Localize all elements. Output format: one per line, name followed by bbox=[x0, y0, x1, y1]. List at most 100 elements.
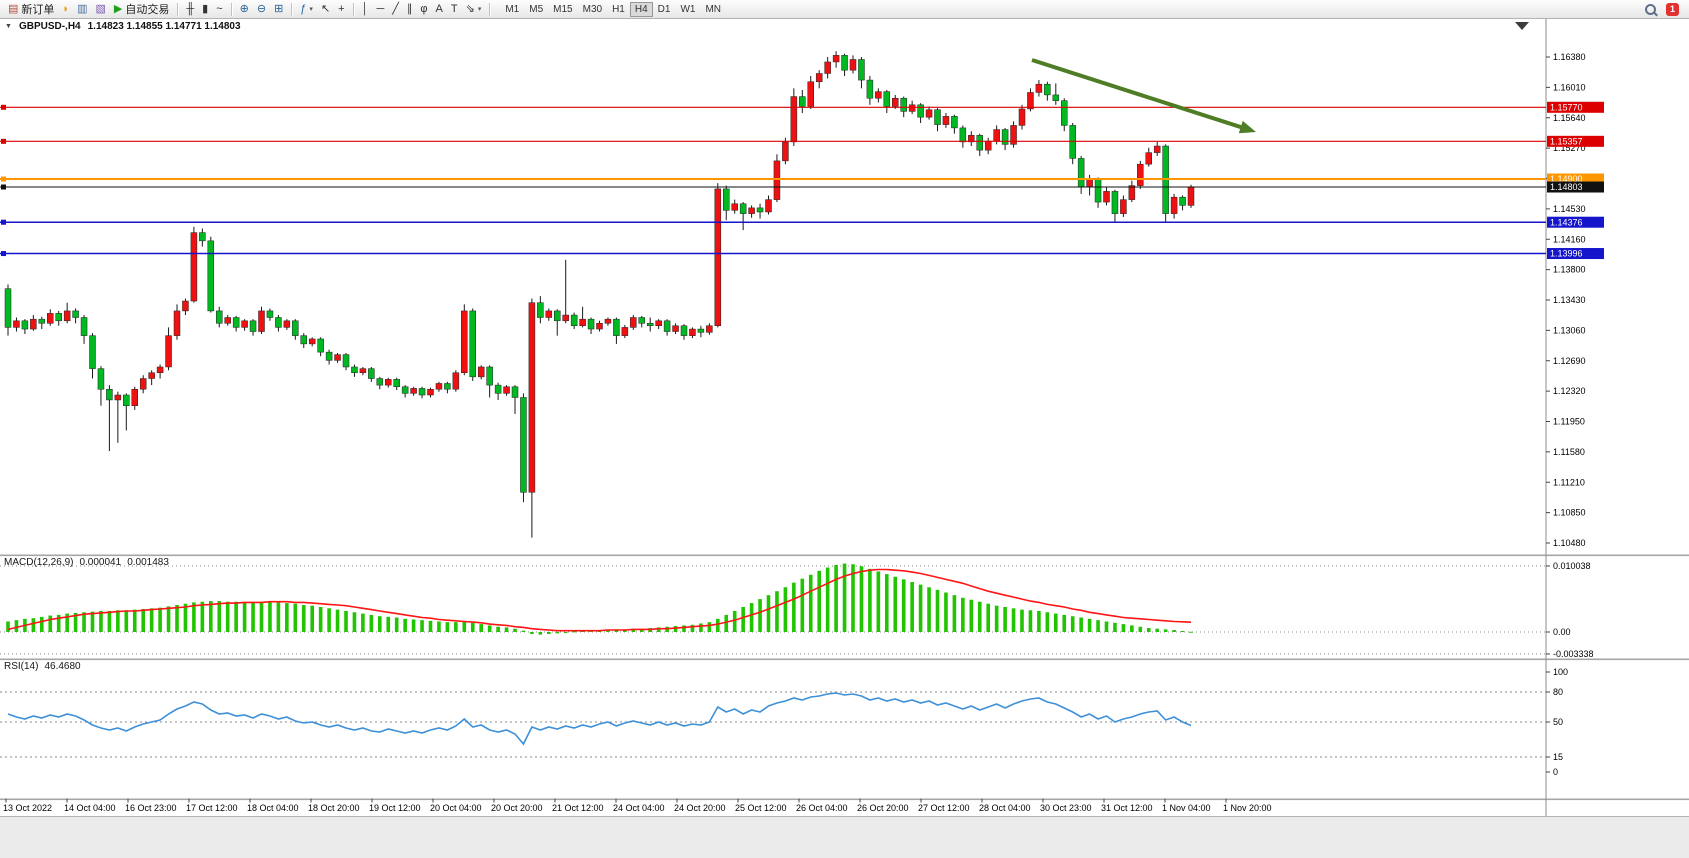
arrows-button[interactable]: ⇘ ▾ bbox=[462, 1, 486, 17]
macd-name: MACD(12,26,9) bbox=[4, 557, 74, 568]
auto-trading-label: 自动交易 bbox=[125, 4, 170, 16]
timeframe-d1-button[interactable]: D1 bbox=[653, 2, 676, 17]
text-label-icon: T bbox=[450, 2, 458, 15]
zoom-out-button[interactable]: ⊖ bbox=[253, 1, 270, 17]
svg-text:1.14530: 1.14530 bbox=[1553, 204, 1586, 214]
timeframe-w1-button[interactable]: W1 bbox=[675, 2, 700, 17]
timeframe-m15-button[interactable]: M15 bbox=[548, 2, 577, 17]
vertical-line-icon: │ bbox=[361, 2, 369, 15]
svg-text:1.12690: 1.12690 bbox=[1553, 356, 1586, 366]
channel-button[interactable]: ∥ bbox=[403, 1, 417, 17]
auto-trading-button[interactable]: ▶ 自动交易 bbox=[110, 1, 173, 17]
new-order-icon: ▤ bbox=[8, 2, 19, 15]
trend-arrow[interactable] bbox=[1031, 58, 1256, 134]
svg-text:31 Oct 12:00: 31 Oct 12:00 bbox=[1101, 803, 1153, 813]
auto-trading-icon: ▶ bbox=[113, 2, 123, 15]
svg-text:1.16380: 1.16380 bbox=[1553, 52, 1586, 62]
cursor-button[interactable]: ↖ bbox=[317, 1, 334, 17]
svg-text:100: 100 bbox=[1553, 667, 1568, 677]
svg-text:18 Oct 20:00: 18 Oct 20:00 bbox=[308, 803, 360, 813]
panel-separators[interactable] bbox=[0, 19, 1689, 816]
text-button[interactable]: A bbox=[432, 1, 447, 17]
svg-text:26 Oct 04:00: 26 Oct 04:00 bbox=[796, 803, 848, 813]
macd-panel: 0.010038 0.00 -0.003338 bbox=[0, 561, 1594, 659]
timeframe-m30-button[interactable]: M30 bbox=[578, 2, 607, 17]
tile-windows-button[interactable]: ⊞ bbox=[270, 1, 287, 17]
svg-text:1.10480: 1.10480 bbox=[1553, 538, 1586, 548]
one-click-trading-toggle-icon[interactable]: ▼ bbox=[5, 23, 12, 30]
toolbar-separator bbox=[177, 2, 179, 16]
line-chart-button[interactable]: ~ bbox=[212, 1, 226, 17]
price-level-lines[interactable] bbox=[0, 104, 1546, 257]
rsi-name: RSI(14) bbox=[4, 661, 39, 672]
text-label-button[interactable]: T bbox=[447, 1, 462, 17]
timeframe-h4-button[interactable]: H4 bbox=[629, 1, 653, 17]
svg-text:80: 80 bbox=[1553, 687, 1563, 697]
zoom-in-button[interactable]: ⊕ bbox=[236, 1, 253, 17]
ohlc-values: 1.14823 1.14855 1.14771 1.14803 bbox=[87, 21, 241, 32]
price-scale[interactable]: 1.16380 1.16010 1.15640 1.15270 1.14900 1.145… bbox=[1546, 52, 1586, 548]
crosshair-button[interactable]: + bbox=[334, 1, 348, 17]
svg-text:0: 0 bbox=[1553, 767, 1558, 777]
svg-text:26 Oct 20:00: 26 Oct 20:00 bbox=[857, 803, 909, 813]
candlestick-chart-button[interactable]: ▮ bbox=[198, 1, 212, 17]
trendline-button[interactable]: ╱ bbox=[388, 1, 403, 17]
svg-text:1.15640: 1.15640 bbox=[1553, 113, 1586, 123]
fibonacci-icon: φ bbox=[420, 2, 428, 15]
new-order-button[interactable]: ▤ 新订单 bbox=[4, 1, 58, 17]
timeframe-m5-button[interactable]: M5 bbox=[524, 2, 548, 17]
toolbar-right: 1 bbox=[1645, 2, 1685, 16]
svg-text:1 Nov 04:00: 1 Nov 04:00 bbox=[1162, 803, 1211, 813]
bar-chart-button[interactable]: ╫ bbox=[182, 1, 198, 17]
candles-layer bbox=[4, 51, 1195, 538]
svg-text:24 Oct 04:00: 24 Oct 04:00 bbox=[613, 803, 665, 813]
rsi-label: RSI(14) 46.4680 bbox=[4, 661, 81, 672]
navigator-icon: ▧ bbox=[95, 2, 106, 15]
toolbar-separator bbox=[291, 2, 293, 16]
vertical-line-button[interactable]: │ bbox=[358, 1, 373, 17]
market-watch-button[interactable]: ▥ bbox=[73, 1, 91, 17]
channel-icon: ∥ bbox=[406, 2, 413, 15]
svg-text:1.14803: 1.14803 bbox=[1550, 182, 1583, 192]
alerts-button[interactable]: ◗ bbox=[58, 1, 73, 17]
arrows-caret-icon: ▾ bbox=[477, 6, 482, 13]
text-icon: A bbox=[435, 2, 443, 15]
svg-text:15: 15 bbox=[1553, 752, 1563, 762]
macd-label: MACD(12,26,9) 0.000041 0.001483 bbox=[4, 557, 169, 568]
indicators-caret-icon: ▾ bbox=[309, 6, 313, 13]
new-order-label: 新订单 bbox=[21, 4, 55, 16]
chart-shift-marker[interactable] bbox=[1515, 22, 1529, 30]
bottom-strip bbox=[0, 816, 1689, 858]
time-axis[interactable]: 13 Oct 2022 14 Oct 04:00 16 Oct 23:00 17 Oc… bbox=[3, 798, 1272, 814]
timeframe-m1-button[interactable]: M1 bbox=[500, 2, 524, 17]
navigator-button[interactable]: ▧ bbox=[91, 1, 109, 17]
svg-text:24 Oct 20:00: 24 Oct 20:00 bbox=[674, 803, 726, 813]
svg-text:27 Oct 12:00: 27 Oct 12:00 bbox=[918, 803, 970, 813]
horizontal-line-icon: ─ bbox=[376, 2, 385, 15]
search-icon[interactable] bbox=[1645, 3, 1656, 15]
arrows-icon: ⇘ bbox=[465, 2, 475, 15]
svg-text:1.13996: 1.13996 bbox=[1550, 249, 1583, 259]
notification-badge[interactable]: 1 bbox=[1666, 2, 1679, 16]
indicators-button[interactable]: ƒ ▾ bbox=[296, 1, 317, 17]
svg-text:28 Oct 04:00: 28 Oct 04:00 bbox=[979, 803, 1031, 813]
svg-text:1.14376: 1.14376 bbox=[1550, 217, 1583, 227]
svg-text:30 Oct 23:00: 30 Oct 23:00 bbox=[1040, 803, 1092, 813]
market-watch-icon: ▥ bbox=[77, 2, 88, 15]
svg-text:1.15770: 1.15770 bbox=[1550, 102, 1583, 112]
svg-text:50: 50 bbox=[1553, 717, 1563, 727]
svg-text:1.12320: 1.12320 bbox=[1553, 386, 1586, 396]
zoom-out-icon: ⊖ bbox=[256, 2, 267, 15]
fibonacci-button[interactable]: φ bbox=[416, 1, 431, 17]
toolbar-separator bbox=[489, 2, 491, 16]
timeframe-h1-button[interactable]: H1 bbox=[607, 2, 630, 17]
svg-text:20 Oct 04:00: 20 Oct 04:00 bbox=[430, 803, 482, 813]
timeframe-mn-button[interactable]: MN bbox=[700, 2, 726, 17]
chart-title: ▼ GBPUSD-,H4 1.14823 1.14855 1.14771 1.1… bbox=[5, 21, 241, 32]
horizontal-line-button[interactable]: ─ bbox=[372, 1, 388, 17]
svg-text:1.13060: 1.13060 bbox=[1553, 325, 1586, 335]
svg-text:1.14160: 1.14160 bbox=[1553, 234, 1586, 244]
macd-value-signal: 0.001483 bbox=[127, 557, 169, 568]
